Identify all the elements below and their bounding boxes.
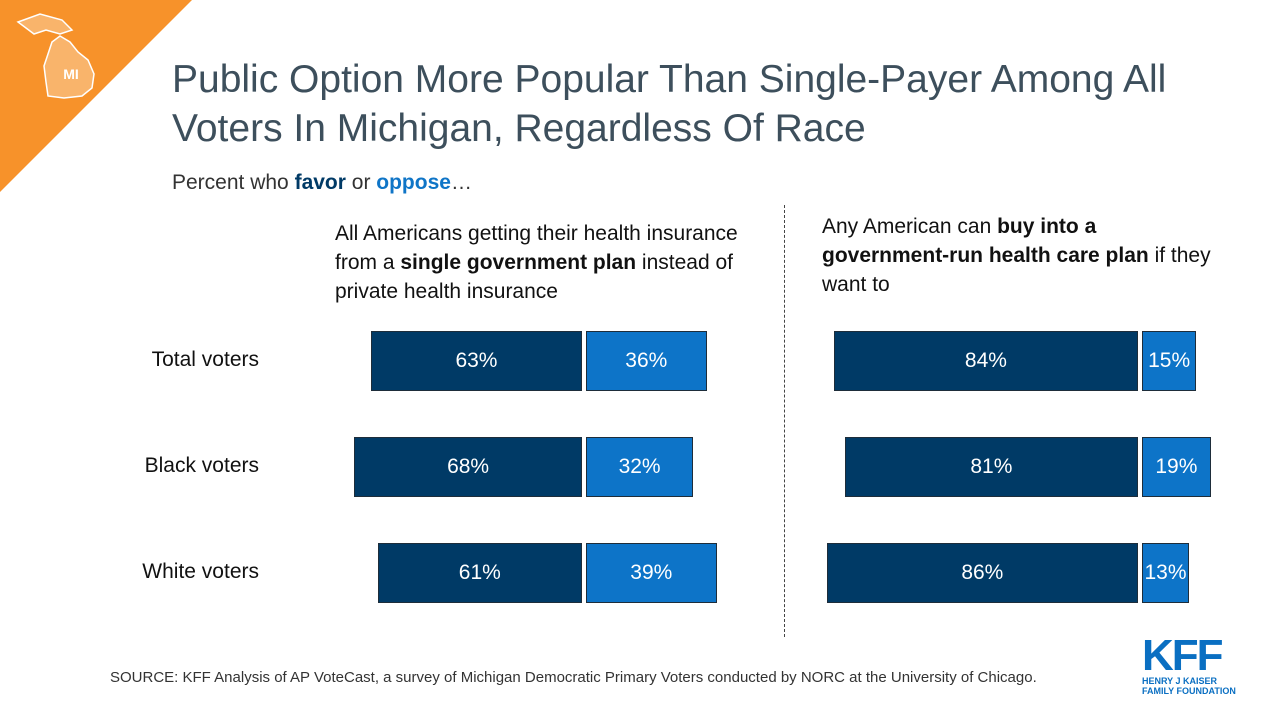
favor-bar: 68% — [354, 437, 582, 497]
michigan-outline-icon — [16, 13, 95, 99]
oppose-word: oppose — [376, 171, 451, 194]
subtitle-suffix: … — [450, 171, 472, 194]
subtitle-middle: or — [345, 171, 377, 194]
question-text: instead of private health insurance — [335, 251, 733, 303]
oppose-bar: 13% — [1142, 543, 1190, 603]
favor-bar: 81% — [844, 437, 1138, 497]
logo-line: FAMILY FOUNDATION — [1142, 686, 1236, 696]
kff-logo: KFF HENRY J KAISER FAMILY FOUNDATION — [1142, 631, 1238, 697]
favor-bar: 86% — [826, 543, 1138, 603]
oppose-bar: 15% — [1142, 331, 1197, 391]
logo-mark: KFF — [1142, 631, 1224, 680]
favor-bar: 84% — [833, 331, 1138, 391]
row-label: Black voters — [144, 454, 259, 477]
row-label: White voters — [142, 560, 259, 583]
question-emphasis: buy into a government-run health care pl… — [822, 215, 1149, 267]
oppose-bar: 32% — [586, 437, 694, 497]
question-text: All Americans getting their health insur… — [335, 222, 738, 274]
favor-bar: 63% — [370, 331, 582, 391]
question-text: Any American can — [822, 215, 998, 238]
orange-corner — [0, 0, 192, 192]
oppose-bar: 36% — [586, 331, 707, 391]
state-abbrev: MI — [63, 66, 79, 82]
panel-divider — [784, 205, 785, 637]
oppose-bar: 39% — [586, 543, 717, 603]
logo-line: HENRY J KAISER — [1142, 676, 1218, 686]
subtitle-prefix: Percent who — [172, 171, 295, 194]
state-badge: MI — [0, 0, 192, 192]
oppose-bar: 19% — [1142, 437, 1211, 497]
single-payer-question: All Americans getting their health insur… — [335, 219, 765, 306]
favor-bar: 61% — [377, 543, 582, 603]
public-option-question: Any American can buy into a government-r… — [822, 212, 1222, 299]
favor-word: favor — [294, 171, 346, 194]
source-note: SOURCE: KFF Analysis of AP VoteCast, a s… — [110, 669, 1037, 686]
subtitle: Percent who favor or oppose… — [172, 171, 472, 195]
page-title: Public Option More Popular Than Single-P… — [172, 58, 1167, 150]
question-emphasis: single government plan — [400, 251, 637, 274]
question-text: if they want to — [822, 244, 1211, 296]
row-label: Total voters — [151, 348, 259, 371]
